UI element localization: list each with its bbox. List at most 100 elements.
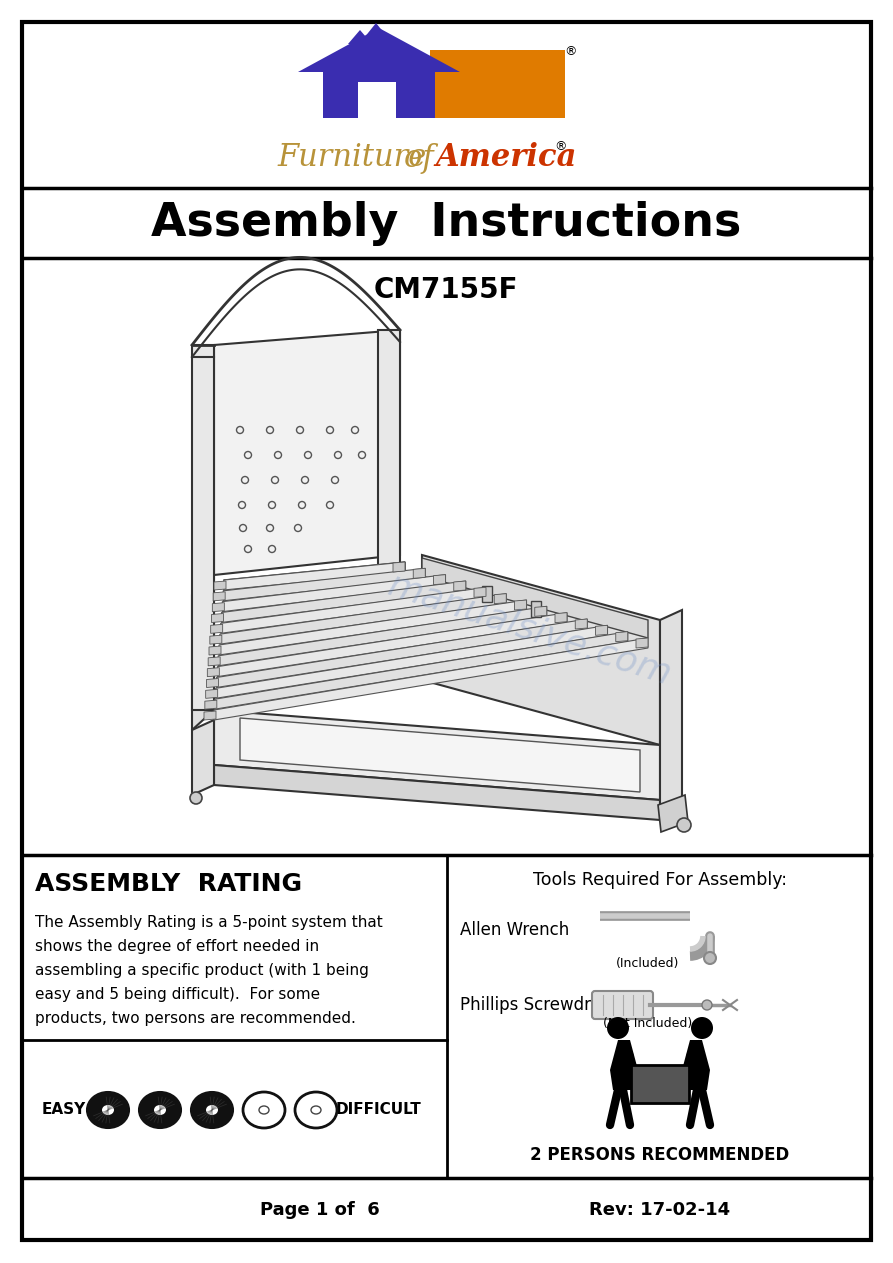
- Polygon shape: [658, 794, 688, 832]
- Ellipse shape: [139, 1092, 181, 1128]
- Text: (Not Included): (Not Included): [604, 1018, 693, 1031]
- Text: Tools Required For Assembly:: Tools Required For Assembly:: [533, 871, 787, 889]
- Polygon shape: [224, 562, 405, 590]
- Polygon shape: [660, 610, 682, 820]
- Text: Phillips Screwdriver: Phillips Screwdriver: [460, 997, 622, 1014]
- Polygon shape: [530, 601, 540, 616]
- Polygon shape: [217, 613, 567, 677]
- Polygon shape: [555, 613, 567, 623]
- Ellipse shape: [295, 1092, 337, 1128]
- Bar: [323, 72, 435, 117]
- Polygon shape: [494, 594, 506, 604]
- Bar: [430, 51, 565, 117]
- Ellipse shape: [311, 1106, 321, 1114]
- Text: America: America: [435, 143, 576, 173]
- Polygon shape: [214, 638, 648, 720]
- Polygon shape: [535, 606, 547, 616]
- Polygon shape: [422, 558, 648, 638]
- Polygon shape: [213, 602, 224, 611]
- Circle shape: [677, 818, 691, 832]
- Text: ASSEMBLY  RATING: ASSEMBLY RATING: [35, 871, 302, 895]
- Polygon shape: [413, 568, 425, 578]
- Polygon shape: [393, 562, 405, 572]
- FancyBboxPatch shape: [592, 991, 653, 1019]
- Polygon shape: [221, 581, 466, 623]
- Polygon shape: [214, 581, 226, 590]
- Ellipse shape: [191, 1092, 233, 1128]
- Polygon shape: [378, 330, 400, 580]
- Ellipse shape: [243, 1092, 285, 1128]
- Text: (Included): (Included): [616, 956, 680, 970]
- Text: The Assembly Rating is a 5-point system that: The Assembly Rating is a 5-point system …: [35, 914, 383, 930]
- Text: CM7155F: CM7155F: [374, 277, 518, 304]
- Text: 2 PERSONS RECOMMENDED: 2 PERSONS RECOMMENDED: [530, 1146, 789, 1164]
- Text: ®: ®: [554, 140, 566, 154]
- Text: easy and 5 being difficult).  For some: easy and 5 being difficult). For some: [35, 986, 320, 1002]
- Ellipse shape: [87, 1092, 129, 1128]
- Polygon shape: [433, 575, 446, 585]
- Text: ®: ®: [564, 45, 577, 58]
- Polygon shape: [616, 632, 628, 642]
- Bar: [631, 1065, 689, 1103]
- Polygon shape: [215, 632, 628, 709]
- Polygon shape: [240, 717, 640, 792]
- Polygon shape: [192, 345, 214, 710]
- Polygon shape: [214, 765, 660, 820]
- Polygon shape: [636, 638, 648, 648]
- Text: Assembly  Instructions: Assembly Instructions: [151, 201, 741, 245]
- Polygon shape: [220, 594, 506, 644]
- Ellipse shape: [154, 1105, 166, 1115]
- Polygon shape: [454, 581, 466, 591]
- Polygon shape: [208, 657, 221, 666]
- Polygon shape: [298, 28, 460, 72]
- Circle shape: [702, 1000, 712, 1010]
- Text: assembling a specific product (with 1 being: assembling a specific product (with 1 be…: [35, 962, 369, 978]
- Text: Rev: 17-02-14: Rev: 17-02-14: [589, 1201, 730, 1219]
- Polygon shape: [207, 668, 220, 677]
- Circle shape: [704, 952, 716, 964]
- Polygon shape: [596, 625, 607, 635]
- Polygon shape: [422, 554, 660, 745]
- Text: of: of: [404, 143, 444, 173]
- Polygon shape: [213, 592, 225, 601]
- Ellipse shape: [259, 1106, 269, 1114]
- Polygon shape: [206, 678, 219, 687]
- Polygon shape: [680, 1039, 710, 1090]
- Text: Furniture: Furniture: [277, 143, 436, 173]
- Polygon shape: [211, 624, 222, 633]
- Polygon shape: [214, 330, 400, 575]
- Text: products, two persons are recommended.: products, two persons are recommended.: [35, 1010, 356, 1026]
- Polygon shape: [192, 575, 214, 730]
- Polygon shape: [223, 568, 425, 601]
- Text: manualsive.com: manualsive.com: [384, 568, 676, 692]
- Polygon shape: [218, 606, 547, 666]
- Circle shape: [607, 1017, 629, 1039]
- Text: shows the degree of effort needed in: shows the degree of effort needed in: [35, 938, 319, 954]
- Polygon shape: [209, 645, 221, 655]
- Polygon shape: [214, 710, 660, 799]
- Text: Page 1 of  6: Page 1 of 6: [260, 1201, 380, 1219]
- Polygon shape: [222, 575, 446, 611]
- Polygon shape: [474, 587, 486, 597]
- Polygon shape: [610, 1039, 640, 1090]
- Polygon shape: [216, 625, 607, 698]
- Polygon shape: [575, 619, 588, 629]
- Polygon shape: [204, 711, 216, 720]
- Polygon shape: [348, 30, 372, 44]
- Circle shape: [691, 1017, 713, 1039]
- Polygon shape: [212, 614, 223, 623]
- Polygon shape: [204, 700, 217, 709]
- Polygon shape: [219, 600, 527, 655]
- Polygon shape: [210, 635, 221, 644]
- Polygon shape: [364, 23, 388, 38]
- Text: Allen Wrench: Allen Wrench: [460, 921, 569, 938]
- Circle shape: [190, 792, 202, 805]
- Polygon shape: [192, 720, 214, 794]
- Text: EASY: EASY: [42, 1103, 87, 1118]
- Polygon shape: [221, 587, 486, 633]
- Polygon shape: [205, 690, 218, 698]
- Ellipse shape: [102, 1105, 114, 1115]
- Polygon shape: [224, 562, 405, 597]
- Bar: [358, 82, 396, 117]
- Polygon shape: [514, 600, 527, 610]
